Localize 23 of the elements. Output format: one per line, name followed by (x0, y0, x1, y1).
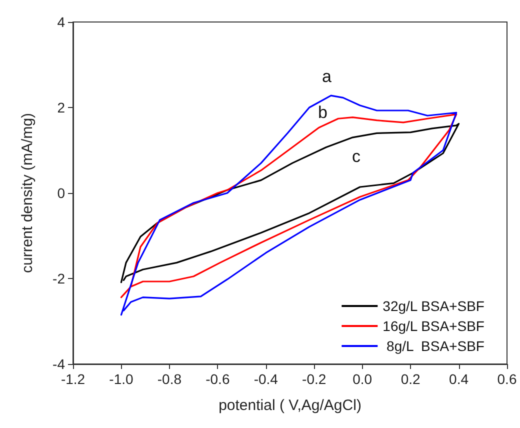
x-tick-label: -0.6 (206, 371, 230, 387)
x-tick-label: -0.4 (254, 371, 278, 387)
x-tick-label: -0.8 (157, 371, 182, 387)
x-axis-title: potential ( V,Ag/AgCl) (218, 397, 362, 414)
y-tick-label: -4 (52, 356, 66, 372)
legend-label: 8g/L BSA+SBF (382, 338, 484, 354)
x-tick-label: -0.2 (302, 371, 326, 387)
x-tick-label: 0.4 (449, 371, 469, 387)
y-axis-title: current density (mA/mg) (19, 112, 36, 274)
x-tick-label: 0.6 (497, 371, 517, 387)
y-tick-label: -2 (52, 270, 66, 286)
x-tick-label: 0.2 (400, 371, 420, 387)
annotation: c (352, 147, 361, 166)
y-tick-label: 4 (57, 14, 66, 30)
annotation: b (318, 103, 328, 122)
y-tick-label: 2 (57, 100, 66, 116)
x-tick-label: -1.0 (109, 371, 134, 387)
y-tick-label: 0 (57, 185, 66, 201)
x-tick-label: 0.0 (352, 371, 372, 387)
legend-label: 16g/L BSA+SBF (382, 318, 484, 334)
annotation: a (322, 67, 332, 86)
legend-label: 32g/L BSA+SBF (382, 298, 484, 314)
x-tick-label: -1.2 (60, 371, 86, 387)
